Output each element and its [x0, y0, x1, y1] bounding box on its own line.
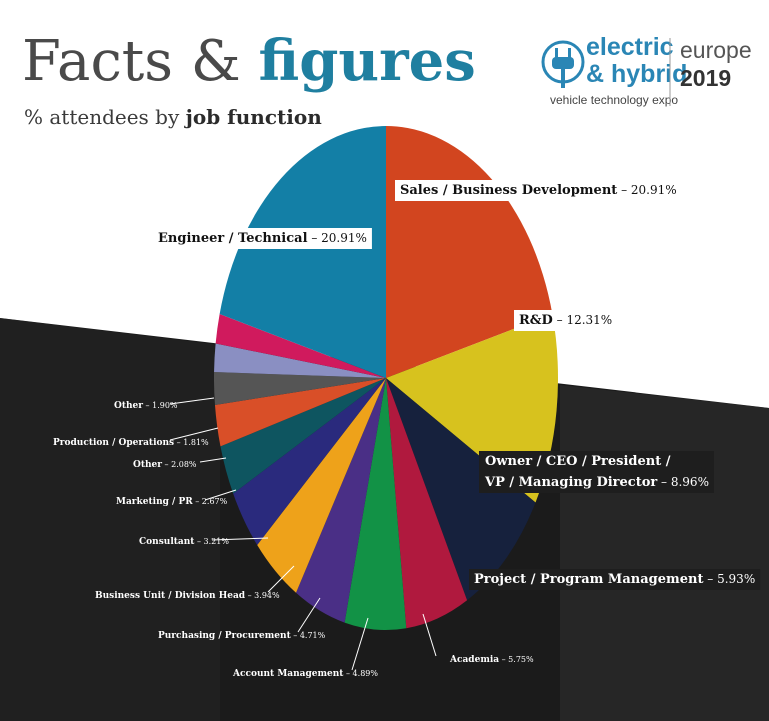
page-subtitle: % attendees by job function	[24, 105, 322, 129]
slice-label: Owner / CEO / President / VP / Managing D…	[479, 451, 714, 493]
pie-labels: Sales / Business Development – 20.91% R&D…	[53, 180, 761, 679]
slice-label-text: Business Unit / Division Head – 3.94%	[95, 591, 280, 601]
label-background	[153, 228, 372, 249]
slice-label-text: R&D – 12.31%	[519, 313, 612, 328]
pie-chart	[213, 126, 558, 630]
pie-slice	[344, 378, 407, 630]
event-logo: electric & hybrid vehicle technology exp…	[541, 33, 752, 107]
label-background	[395, 180, 682, 201]
slice-label-text: Other – 2.08%	[133, 460, 197, 470]
page-title: Facts & figures	[22, 28, 476, 94]
slice-label-text: Sales / Business Development – 20.91%	[400, 183, 677, 198]
leader-line	[169, 427, 219, 441]
pie-slice	[219, 126, 386, 378]
label-background	[469, 569, 761, 590]
slice-label-text: Marketing / PR – 2.67%	[116, 497, 228, 507]
slice-label-text: Project / Program Management – 5.93%	[474, 572, 755, 587]
leader-line	[351, 617, 369, 671]
slice-label: Consultant – 3.21%	[139, 537, 269, 547]
pie-slice	[214, 343, 386, 378]
slice-label-text: Production / Operations – 1.81%	[53, 438, 209, 448]
slice-label-text: Other – 1.90%	[114, 401, 178, 411]
pie-slice	[215, 314, 386, 378]
leader-line	[199, 457, 227, 463]
pie-slice	[213, 372, 386, 405]
slice-label: Account Management – 4.89%	[232, 617, 378, 679]
pie-slice	[220, 378, 386, 494]
logo-line-1: electric	[586, 33, 674, 61]
pie-slice	[233, 378, 386, 545]
slice-label-text: Purchasing / Procurement – 4.71%	[158, 631, 326, 641]
slice-label: Engineer / Technical – 20.91%	[153, 228, 372, 249]
slice-label: Academia – 5.75%	[422, 613, 534, 665]
slice-label: Sales / Business Development – 20.91%	[395, 180, 682, 201]
slice-label-text: Owner / CEO / President / VP / Managing D…	[484, 454, 709, 490]
slice-label-text: Engineer / Technical – 20.91%	[158, 231, 367, 246]
logo-year: 2019	[680, 65, 731, 91]
slice-label: Project / Program Management – 5.93%	[469, 569, 761, 590]
label-background	[479, 451, 714, 493]
leader-line	[204, 489, 237, 501]
slice-label: Business Unit / Division Head – 3.94%	[95, 565, 295, 601]
pie-slice	[214, 378, 386, 447]
background-shading-right	[560, 385, 769, 721]
slice-label-text: Consultant – 3.21%	[139, 537, 229, 547]
slice-label-text: Academia – 5.75%	[449, 655, 534, 665]
slice-label: Purchasing / Procurement – 4.71%	[158, 597, 326, 641]
slice-label: Other – 2.08%	[133, 457, 227, 470]
logo-tagline: vehicle technology expo	[550, 93, 678, 107]
logo-line-2: & hybrid	[586, 60, 687, 88]
plug-icon	[541, 40, 585, 88]
slice-label-text: Account Management – 4.89%	[232, 669, 378, 679]
background-shading	[0, 318, 220, 721]
label-background	[514, 310, 618, 331]
leader-line	[169, 397, 215, 405]
slice-label: Other – 1.90%	[114, 397, 215, 411]
slice-label: Production / Operations – 1.81%	[53, 427, 219, 448]
pie-slice	[296, 378, 386, 623]
logo-region: europe	[680, 37, 752, 63]
slice-label: R&D – 12.31%	[514, 310, 618, 331]
slice-label: Marketing / PR – 2.67%	[116, 489, 237, 507]
leader-line	[422, 613, 437, 657]
leader-line	[297, 597, 321, 633]
pie-slice	[257, 378, 386, 593]
pie-slice	[386, 378, 536, 601]
pie-slice	[386, 378, 468, 629]
leader-line	[267, 565, 295, 593]
leader-line	[211, 537, 269, 541]
